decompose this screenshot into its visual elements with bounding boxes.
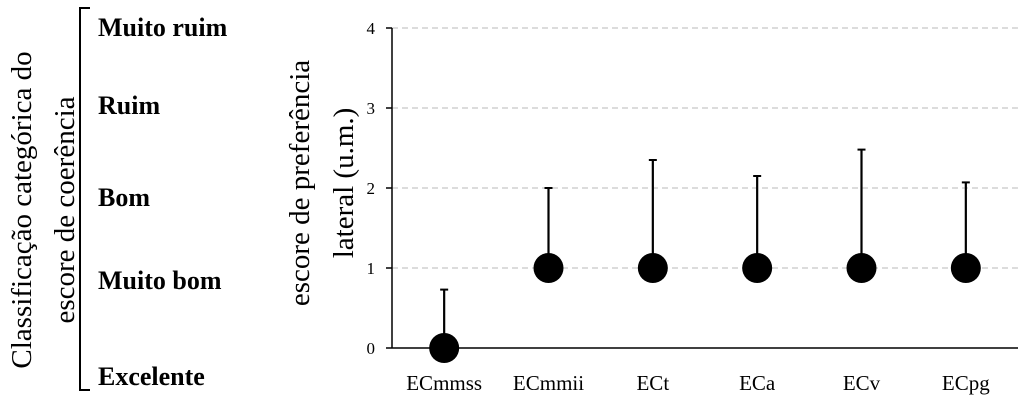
- y-axis-title-line2: lateral (u.m.): [328, 108, 360, 259]
- left-panel-title-line1: Classificação categórica do: [6, 51, 38, 368]
- data-point: [429, 333, 460, 363]
- x-tick-label: ECmmss: [406, 371, 482, 395]
- data-point: [950, 253, 981, 283]
- y-tick-label: 2: [367, 179, 376, 198]
- data-point: [533, 253, 564, 283]
- category-label: Muito bom: [98, 266, 222, 295]
- y-tick-label: 4: [367, 19, 376, 38]
- data-point: [637, 253, 668, 283]
- x-tick-label: ECa: [739, 371, 776, 395]
- data-point: [742, 253, 773, 283]
- category-label: Ruim: [98, 91, 160, 120]
- plot-area: 0 1 2 3 4 ECmmss ECmmii ECt ECa ECv ECpg: [367, 19, 1018, 395]
- left-panel-title-line2: escore de coerência: [49, 96, 81, 323]
- y-tick-label: 1: [367, 259, 376, 278]
- x-tick-label: ECpg: [942, 371, 990, 395]
- y-tick-label: 0: [367, 339, 376, 358]
- x-tick-label: ECv: [843, 371, 881, 395]
- category-label: Excelente: [98, 362, 205, 391]
- y-axis-title-line1: escore de preferência: [284, 60, 316, 306]
- category-label: Bom: [98, 183, 150, 212]
- x-tick-label: ECt: [636, 371, 669, 395]
- data-point: [846, 253, 877, 283]
- category-label: Muito ruim: [98, 13, 228, 42]
- x-tick-label: ECmmii: [513, 371, 584, 395]
- category-labels: Muito ruim Ruim Bom Muito bom Excelente: [98, 13, 228, 391]
- category-bracket: [79, 7, 90, 391]
- y-tick-label: 3: [367, 99, 376, 118]
